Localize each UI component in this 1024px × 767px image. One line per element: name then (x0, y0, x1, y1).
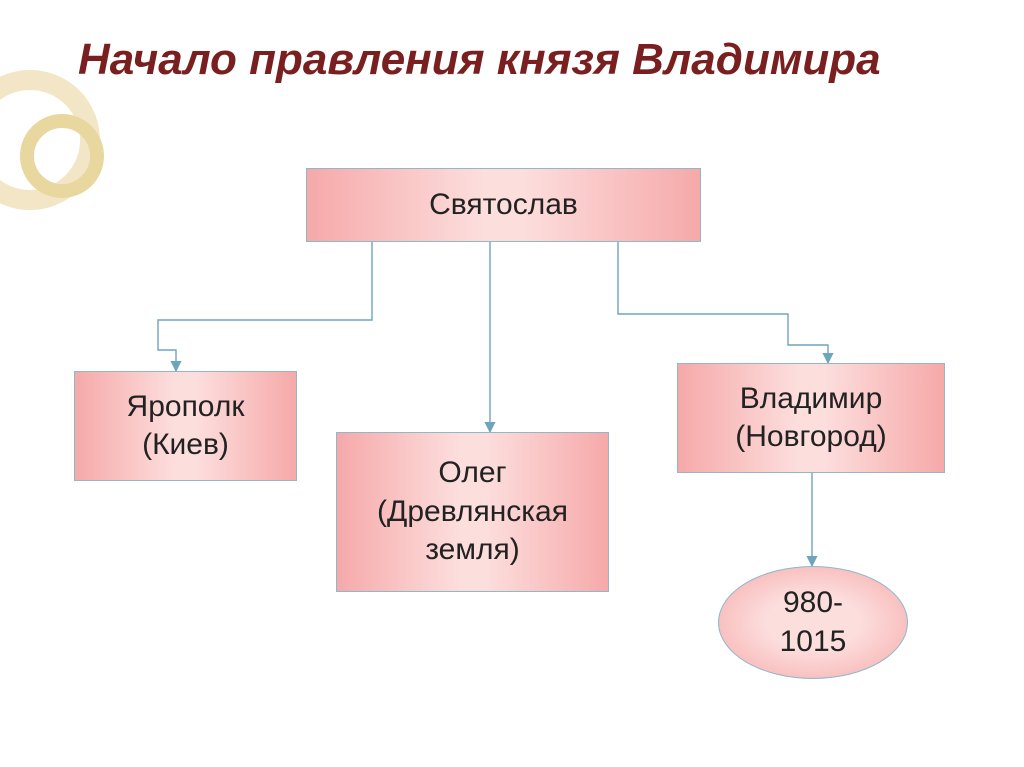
node-left-label: Ярополк (Киев) (127, 388, 245, 465)
connector-top-right (618, 242, 828, 363)
node-middle-label: Олег (Древлянская земля) (377, 454, 568, 569)
node-middle: Олег (Древлянская земля) (336, 432, 609, 592)
slide-title: Начало правления князя Владимира (78, 34, 984, 86)
node-right-label: Владимир (Новгород) (735, 380, 886, 457)
connector-top-left (158, 242, 372, 371)
node-top: Святослав (306, 168, 701, 242)
deco-ring-inner (20, 114, 104, 198)
node-left: Ярополк (Киев) (74, 371, 297, 481)
node-top-label: Святослав (429, 186, 578, 224)
node-ellipse: 980- 1015 (718, 566, 908, 679)
node-right: Владимир (Новгород) (677, 363, 945, 473)
node-ellipse-label: 980- 1015 (780, 584, 847, 661)
